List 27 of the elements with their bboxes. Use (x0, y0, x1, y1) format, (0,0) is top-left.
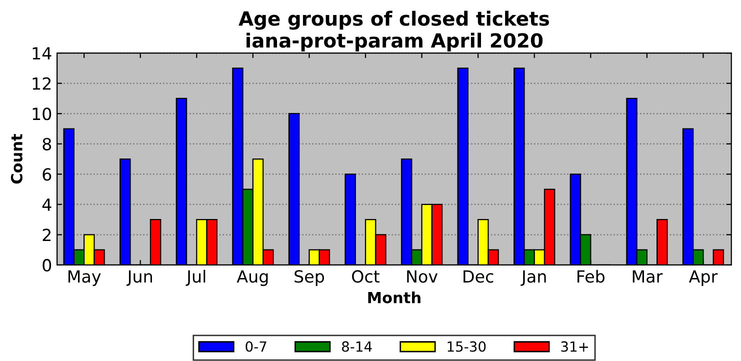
x-axis-title: Month (368, 292, 420, 304)
y-tick-label: 4 (42, 198, 52, 211)
legend-label: 0-7 (246, 341, 266, 352)
x-tick-label: Jul (186, 270, 206, 286)
x-tick-label: Nov (407, 270, 438, 283)
x-tick-label: Oct (352, 270, 380, 283)
x-tick-label: Jan (520, 270, 546, 286)
x-tick-label: Sep (294, 270, 324, 286)
y-axis-title: Count (10, 134, 22, 184)
y-tick-label: 2 (42, 228, 51, 242)
legend-label: 31+ (561, 341, 588, 352)
chart-title: Age groups of closed tickets iana-prot-param April 2020 (238, 10, 550, 52)
y-tick-label: 12 (32, 77, 51, 90)
x-tick-label: Aug (236, 270, 268, 286)
x-tick-label: Mar (632, 270, 663, 283)
x-tick-label: Feb (578, 270, 604, 283)
x-tick-label: May (68, 270, 101, 286)
y-tick-label: 0 (42, 258, 52, 272)
legend-label: 8-14 (342, 341, 372, 352)
x-tick-label: Jun (126, 270, 152, 286)
y-tick-label: 6 (42, 168, 52, 181)
legend-label: 15-30 (448, 341, 486, 352)
y-tick-label: 14 (32, 47, 52, 60)
y-tick-label: 8 (42, 138, 52, 150)
y-tick-label: 10 (32, 108, 52, 120)
x-tick-label: Dec (464, 270, 494, 283)
x-tick-label: Apr (688, 270, 718, 286)
